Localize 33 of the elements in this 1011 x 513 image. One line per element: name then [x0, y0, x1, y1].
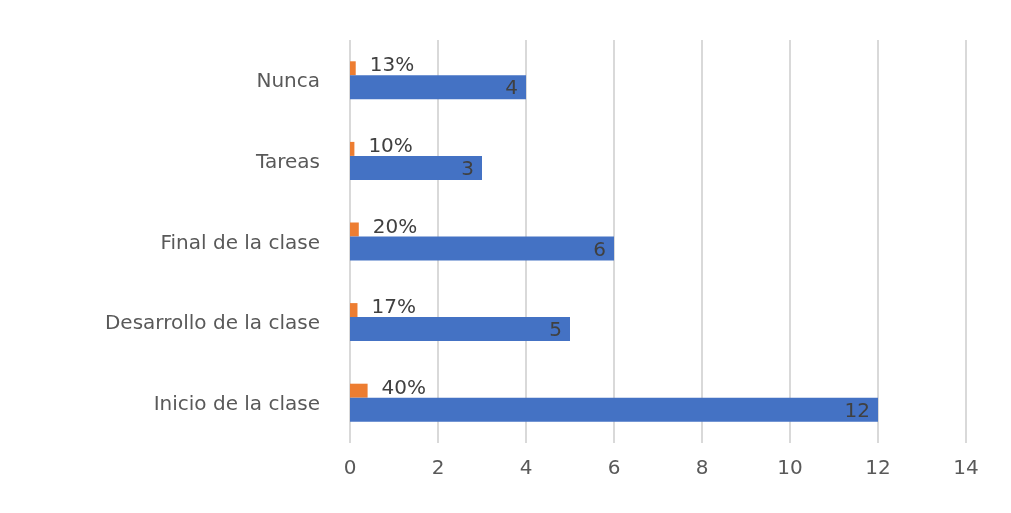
y-tick-label: Tareas: [255, 148, 320, 173]
bar: [350, 303, 358, 318]
bar: [350, 383, 368, 398]
x-tick-label: 8: [695, 455, 709, 479]
data-label: 3: [461, 155, 474, 180]
x-tick-label: 2: [431, 455, 445, 479]
data-label: 13%: [369, 52, 415, 77]
data-label: 5: [549, 317, 562, 342]
bar: [350, 222, 359, 237]
data-label: 4: [505, 75, 518, 100]
data-label: 20%: [372, 213, 418, 238]
x-tick-label: 6: [607, 455, 621, 479]
data-label: 40%: [381, 374, 427, 399]
y-tick-label: Desarrollo de la clase: [104, 310, 320, 335]
bar: [350, 155, 482, 180]
data-label: 10%: [368, 132, 413, 157]
x-tick-label: 10: [777, 455, 803, 479]
y-tick-label: Nunca: [256, 68, 320, 93]
y-tick-label: Final de la clase: [160, 229, 320, 254]
y-tick-label: Inicio de la clase: [153, 390, 320, 415]
x-tick-label: 14: [953, 455, 979, 479]
data-label: 17%: [371, 294, 416, 319]
bar: [350, 317, 570, 342]
bar: [350, 75, 526, 100]
data-label: 6: [593, 236, 606, 261]
x-tick-label: 12: [865, 455, 891, 479]
bar: [350, 397, 878, 422]
x-tick-label: 0: [343, 455, 357, 479]
bar: [350, 141, 355, 156]
x-tick-label: 4: [519, 455, 533, 479]
data-label: 12: [844, 397, 870, 422]
bar: [350, 236, 614, 261]
bar: [350, 61, 356, 76]
